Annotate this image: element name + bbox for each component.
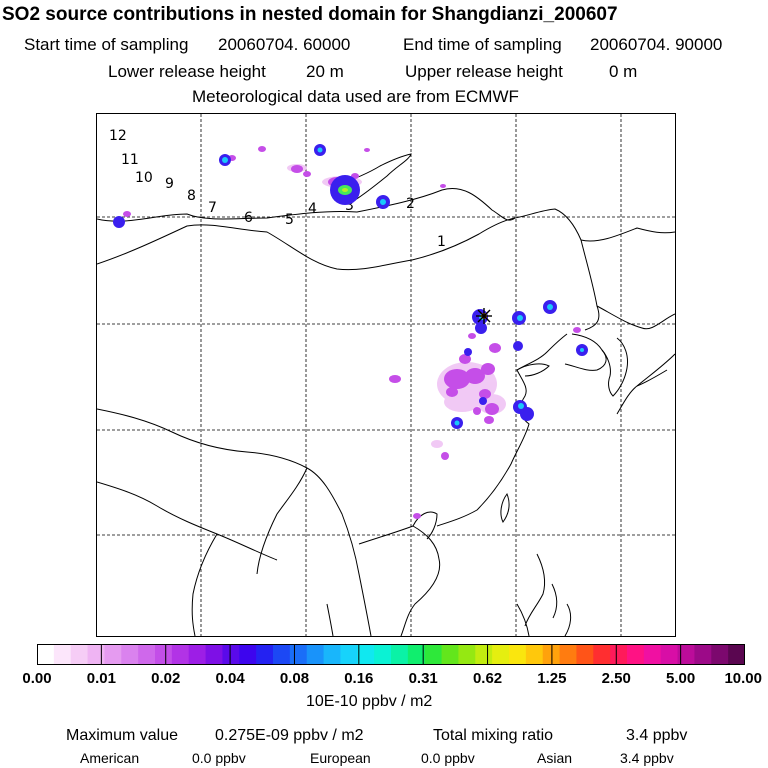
end-time-value: 20060704. 90000 — [590, 35, 723, 54]
colorbar-cell — [306, 644, 325, 665]
colorbar-tick-label: 0.04 — [215, 670, 245, 687]
colorbar-cell — [70, 644, 89, 665]
colorbar-cell — [559, 644, 577, 665]
track-label-5: 5 — [285, 212, 294, 228]
colorbar-cell — [273, 644, 291, 665]
colorbar-tick-label: 2.50 — [601, 670, 631, 687]
track-label-11: 11 — [121, 152, 139, 168]
upper-height-label: Upper release height — [405, 62, 563, 81]
track-label-2: 2 — [406, 196, 415, 212]
colorbar-cell — [138, 644, 156, 665]
european-label: European — [310, 750, 371, 766]
colorbar-cell — [711, 644, 729, 665]
track-label-3: 3 — [345, 198, 354, 214]
colorbar-cell — [492, 644, 510, 665]
track-label-4: 4 — [308, 201, 317, 217]
track-label-12: 12 — [109, 128, 127, 144]
met-data-note: Meteorological data used are from ECMWF — [192, 87, 519, 106]
american-value: 0.0 ppbv — [192, 750, 246, 766]
colorbar-cell — [627, 644, 645, 665]
colorbar-cell — [374, 644, 392, 665]
map-panel: 12 11 10 9 8 7 6 5 4 3 2 1 — [96, 113, 676, 637]
colorbar-tick-label: 0.02 — [151, 670, 181, 687]
colorbar-cell — [593, 644, 611, 665]
end-time-label: End time of sampling — [403, 35, 562, 54]
colorbar-cell — [694, 644, 712, 665]
grid-lines — [97, 114, 675, 636]
colorbar-cell — [509, 644, 527, 665]
colorbar-cell — [391, 644, 409, 665]
colorbar — [37, 644, 745, 665]
track-label-8: 8 — [187, 188, 196, 204]
colorbar-tick-label: 0.62 — [472, 670, 503, 687]
colorbar-cell — [121, 644, 139, 665]
colorbar-cell — [323, 644, 341, 665]
asian-label: Asian — [537, 750, 573, 766]
coastlines-borders — [97, 153, 675, 636]
colorbar-tick-label: 0.01 — [86, 670, 116, 687]
colorbar-cell — [155, 644, 173, 665]
colorbar-tick-label: 0.31 — [408, 670, 438, 687]
colorbar-cell — [441, 644, 459, 665]
colorbar-cell — [53, 644, 72, 665]
figure-title: SO2 source contributions in nested domai… — [2, 4, 618, 25]
colorbar-cell — [424, 644, 443, 665]
colorbar-cell — [289, 644, 308, 665]
colorbar-tick-label: 0.08 — [279, 670, 310, 687]
colorbar-cell — [643, 644, 662, 665]
colorbar-cell — [340, 644, 358, 665]
colorbar-cell — [188, 644, 207, 665]
asian-value: 3.4 ppbv — [620, 750, 674, 766]
total-mixing-label: Total mixing ratio — [433, 727, 554, 744]
colorbar-unit: 10E-10 ppbv / m2 — [306, 693, 433, 710]
colorbar-cells — [37, 644, 745, 665]
european-value: 0.0 ppbv — [421, 750, 475, 766]
colorbar-tick-label: 5.00 — [666, 670, 696, 687]
colorbar-cell — [239, 644, 257, 665]
colorbar-cell — [222, 644, 240, 665]
colorbar-cell — [677, 644, 695, 665]
colorbar-cell — [576, 644, 594, 665]
colorbar-cell — [542, 644, 561, 665]
track-label-10: 10 — [135, 170, 153, 186]
colorbar-cell — [256, 644, 274, 665]
colorbar-cell — [87, 644, 105, 665]
start-time-value: 20060704. 60000 — [218, 35, 351, 54]
trajectory-labels: 12 11 10 9 8 7 6 5 4 3 2 1 — [109, 128, 446, 250]
track-label-6: 6 — [244, 210, 253, 226]
lower-height-label: Lower release height — [108, 62, 266, 81]
colorbar-tick-label: 10.00 — [724, 670, 762, 687]
colorbar-tick-label: 1.25 — [537, 670, 567, 687]
colorbar-cell — [660, 644, 679, 665]
colorbar-cell — [458, 644, 476, 665]
concentration-field — [113, 144, 588, 519]
colorbar-cell — [357, 644, 375, 665]
start-time-label: Start time of sampling — [24, 35, 189, 54]
colorbar-cell — [610, 644, 628, 665]
colorbar-tick-label: 0.16 — [344, 670, 374, 687]
colorbar-cell — [37, 644, 55, 665]
track-label-7: 7 — [208, 200, 217, 216]
colorbar-cell — [171, 644, 190, 665]
track-label-9: 9 — [165, 176, 174, 192]
track-label-1: 1 — [437, 234, 446, 250]
max-value: 0.275E-09 ppbv / m2 — [215, 727, 364, 744]
total-mixing-value: 3.4 ppbv — [626, 727, 688, 744]
colorbar-cell — [525, 644, 544, 665]
colorbar-cell — [205, 644, 223, 665]
colorbar-tick-label: 0.00 — [22, 670, 52, 687]
colorbar-cell — [407, 644, 426, 665]
colorbar-cell — [104, 644, 122, 665]
max-value-label: Maximum value — [66, 727, 179, 744]
receptor-site-marker — [476, 308, 492, 324]
colorbar-cell — [728, 644, 745, 665]
american-label: American — [80, 750, 140, 766]
colorbar-ticks — [37, 644, 745, 665]
lower-height-value: 20 m — [306, 62, 344, 81]
upper-height-value: 0 m — [609, 62, 638, 81]
colorbar-cell — [475, 644, 493, 665]
